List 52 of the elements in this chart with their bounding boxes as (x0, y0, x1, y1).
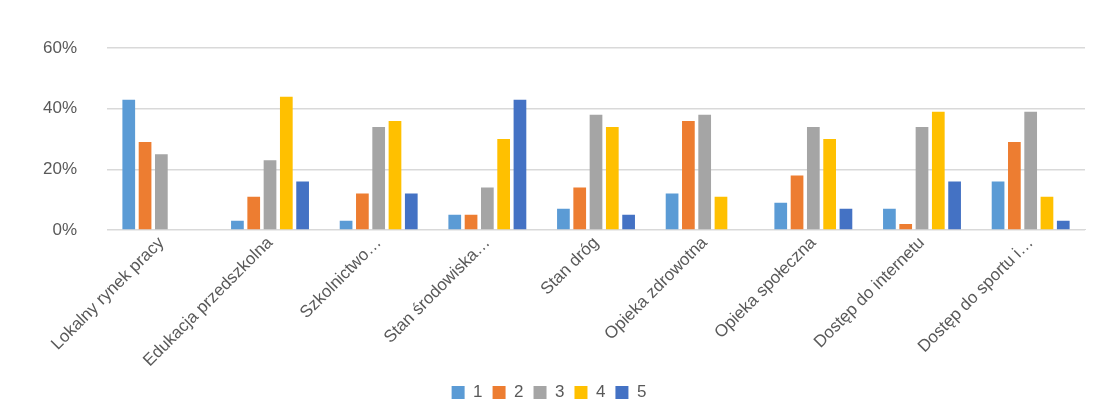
bar (883, 208, 896, 230)
bar (1008, 142, 1021, 230)
bar (155, 154, 168, 230)
x-tick-label: Stan dróg (536, 232, 603, 299)
bar (806, 126, 820, 230)
legend-label: 5 (636, 382, 647, 402)
y-tick-label: 60% (42, 37, 78, 57)
bar (339, 220, 353, 230)
bar (122, 99, 136, 230)
bar (480, 187, 494, 230)
bar (448, 214, 462, 230)
bar (589, 114, 603, 230)
legend-label: 2 (514, 382, 524, 402)
bar (263, 160, 277, 230)
bar (404, 193, 418, 230)
bar (899, 223, 913, 230)
y-tick-label: 0% (52, 219, 78, 239)
bar (698, 114, 712, 230)
bar (231, 220, 244, 230)
bar (138, 142, 152, 230)
bar (622, 214, 635, 230)
bar (356, 193, 369, 230)
legend-label: 1 (473, 382, 483, 402)
bar (774, 202, 788, 230)
bar (682, 120, 695, 230)
legend-label: 4 (595, 382, 606, 402)
bar (573, 187, 587, 230)
bar (1056, 220, 1070, 230)
bar (915, 126, 929, 230)
bar (948, 181, 961, 230)
bar (372, 126, 386, 230)
legend-label: 3 (555, 382, 565, 402)
bar (388, 120, 402, 230)
bar (991, 181, 1005, 230)
bar (513, 99, 527, 230)
y-tick-label: 20% (42, 159, 78, 179)
bar (823, 139, 836, 230)
bar (1024, 111, 1038, 230)
bar (497, 139, 511, 230)
bar (665, 193, 679, 230)
bar (464, 214, 478, 230)
bar (790, 175, 804, 230)
bar (247, 196, 261, 230)
bar (296, 181, 309, 230)
bar (839, 208, 853, 230)
y-tick-label: 40% (42, 98, 78, 118)
bar (557, 208, 570, 230)
bar (279, 96, 293, 230)
bar (1040, 196, 1054, 230)
bar (931, 111, 945, 230)
bar (714, 196, 728, 230)
bar (605, 126, 619, 230)
